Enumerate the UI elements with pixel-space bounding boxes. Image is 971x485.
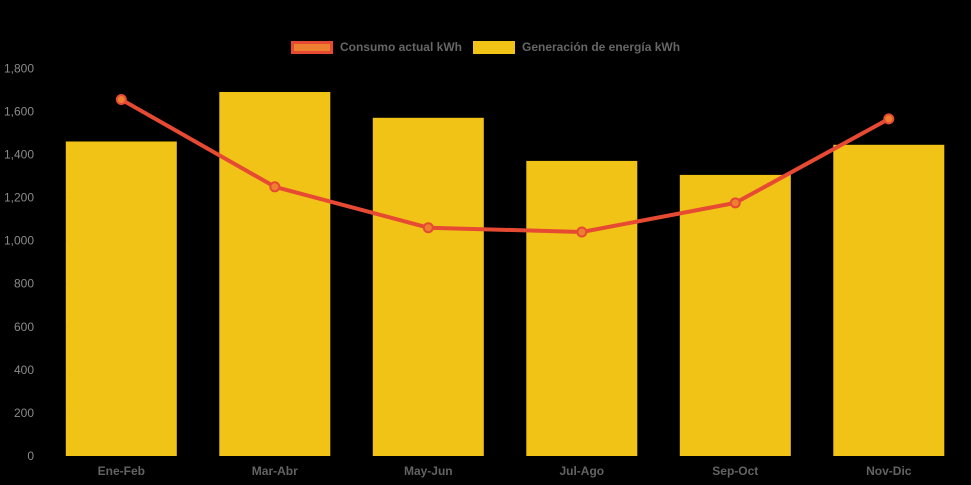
bar-jul-ago[interactable] bbox=[526, 160, 638, 456]
bar-nov-dic[interactable] bbox=[833, 144, 945, 457]
consumo-line bbox=[119, 97, 891, 234]
y-axis-label: 400 bbox=[14, 363, 34, 377]
bar-may-jun[interactable] bbox=[372, 117, 484, 457]
x-axis-label-sep-oct: Sep-Oct bbox=[712, 464, 758, 478]
line-point-sep-oct[interactable] bbox=[729, 197, 741, 209]
legend-label-consumo: Consumo actual kWh bbox=[339, 40, 462, 54]
x-axis-label-jul-ago: Jul-Ago bbox=[559, 464, 604, 478]
x-axis-label-ene-feb: Ene-Feb bbox=[98, 464, 145, 478]
legend-item-consumo[interactable]: Consumo actual kWh bbox=[290, 40, 462, 54]
legend-swatch-consumo-line bbox=[290, 41, 333, 54]
x-axis-label-mar-abr: Mar-Abr bbox=[252, 464, 298, 478]
y-axis-label: 0 bbox=[27, 449, 34, 463]
line-point-jul-ago[interactable] bbox=[576, 226, 588, 238]
x-axis-label-may-jun: May-Jun bbox=[404, 464, 453, 478]
y-axis-label: 800 bbox=[14, 277, 34, 291]
line-point-nov-dic[interactable] bbox=[883, 113, 895, 125]
legend: Consumo actual kWh Generación de energía… bbox=[0, 41, 971, 54]
y-axis-label: 200 bbox=[14, 406, 34, 420]
legend-item-generacion[interactable]: Generación de energía kWh bbox=[472, 40, 681, 54]
legend-label-generacion: Generación de energía kWh bbox=[521, 40, 681, 54]
bar-mar-abr[interactable] bbox=[219, 92, 331, 456]
y-axis-label: 600 bbox=[14, 320, 34, 334]
bar-ene-feb[interactable] bbox=[65, 141, 177, 457]
y-axis-label: 1,000 bbox=[4, 234, 34, 248]
bar-sep-oct[interactable] bbox=[679, 174, 791, 456]
y-axis-label: 1,800 bbox=[4, 61, 34, 75]
legend-swatch-generacion-bar bbox=[472, 41, 515, 54]
x-axis-label-nov-dic: Nov-Dic bbox=[866, 464, 912, 478]
line-point-may-jun[interactable] bbox=[422, 222, 434, 234]
y-axis-label: 1,600 bbox=[4, 104, 34, 118]
line-point-mar-abr[interactable] bbox=[269, 181, 281, 193]
line-point-ene-feb[interactable] bbox=[115, 94, 127, 105]
y-axis-label: 1,200 bbox=[4, 191, 34, 205]
y-axis-label: 1,400 bbox=[4, 148, 34, 162]
